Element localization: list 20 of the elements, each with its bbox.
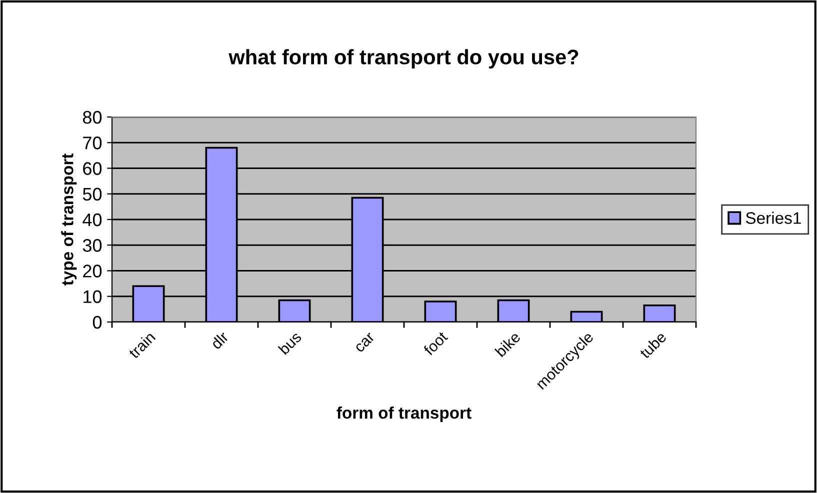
y-axis-title: type of transport (61, 153, 77, 286)
y-tick-label: 10 (84, 290, 102, 304)
y-tick-label: 50 (82, 188, 102, 201)
x-tick-label: bus (278, 330, 302, 355)
y-tick-label: 80 (82, 110, 102, 124)
x-axis-title: form of transport (336, 406, 472, 422)
y-tick-label: 30 (82, 239, 102, 252)
x-tick-label: dlr (210, 330, 230, 350)
x-tick-label: bike (494, 330, 521, 358)
y-tick-label: 70 (83, 136, 102, 150)
chart-title: what form of transport do you use? (228, 49, 578, 69)
y-tick-label: 60 (83, 162, 102, 175)
x-tick-label: car (354, 332, 376, 353)
y-tick-label: 20 (83, 264, 102, 278)
legend-label: Series1 (746, 212, 801, 224)
x-tick-label: tube (638, 330, 667, 360)
y-tick-label: 40 (82, 213, 102, 226)
x-tick-label: foot (422, 330, 448, 356)
x-tick-label: train (128, 331, 156, 360)
y-tick-label: 0 (92, 316, 102, 329)
